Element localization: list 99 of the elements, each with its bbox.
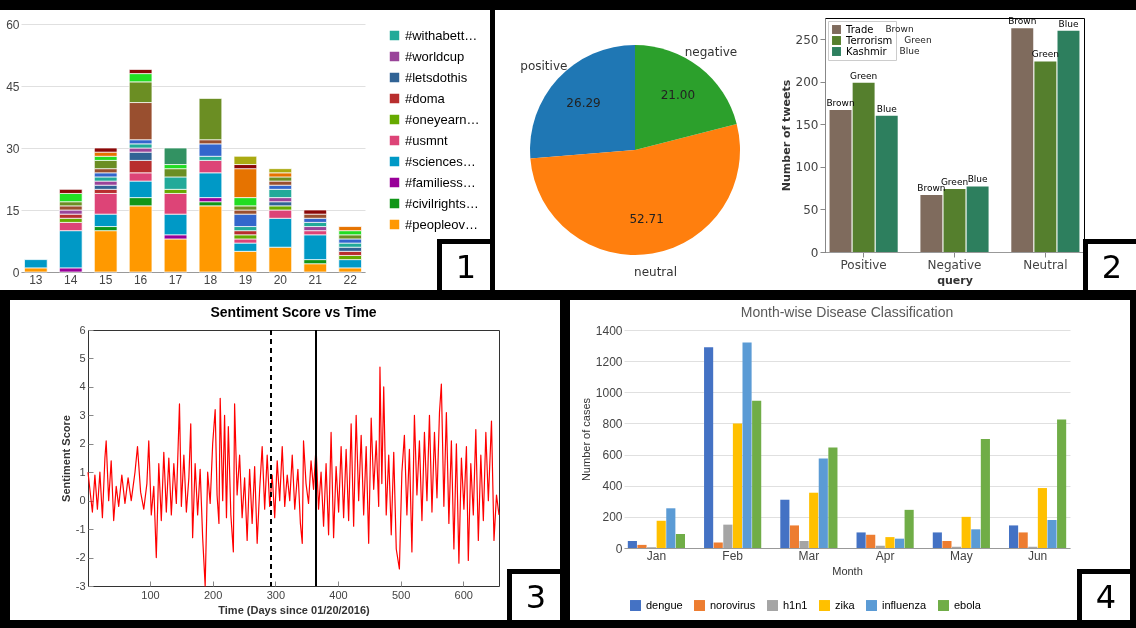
y-tick-label: 100 [795,160,819,175]
y-axis-title: Number of cases [579,397,592,482]
x-tick-label: 20 [273,272,288,287]
y-tick-label: 0 [810,245,819,260]
x-tick-label: Positive [840,257,887,272]
data-label: 21.00 [660,87,696,102]
legend-label: ebola [954,598,982,611]
y-tick-label: 5 [79,351,86,364]
legend-label: h1n1 [783,598,808,611]
x-tick-label: 21 [308,272,323,287]
y-tick-label: -3 [75,579,86,592]
chart-title: Sentiment Score vs Time [210,304,377,320]
y-tick-label: -1 [75,522,86,535]
y-tick-label: 0 [615,541,623,556]
y-tick-label: 45 [6,79,20,94]
legend-label: #sciences… [405,153,476,169]
data-label: Green [849,70,878,81]
x-tick-label: Negative [927,257,982,272]
legend-label: #civilrights… [405,195,479,211]
legend-label: #usmnt [405,132,449,148]
text: 2 [1083,239,1136,290]
y-tick-label: 200 [795,75,819,90]
x-tick-label: 100 [141,588,160,601]
legend-label: Kashmir [846,45,888,57]
y-tick-label: 0 [79,494,86,507]
x-tick-label: 19 [238,272,253,287]
y-tick-label: 30 [6,141,20,156]
text: 4 [1077,569,1130,620]
legend-label: #withabett… [405,27,478,43]
y-tick-label: 50 [803,202,819,217]
x-tick-label: Neutral [1023,257,1068,272]
legend-label: influenza [882,598,927,611]
y-tick-label: 800 [602,416,623,431]
y-tick-label: 400 [602,479,623,494]
data-label: Brown [1008,16,1037,27]
x-tick-label: 22 [343,272,358,287]
y-tick-label: 250 [795,32,819,47]
x-tick-label: 200 [204,588,223,601]
x-axis-title: query [937,273,973,287]
legend-label: #worldcup [405,48,465,64]
x-tick-label: 15 [99,272,113,287]
x-tick-label: Mar [798,548,820,563]
y-tick-label: -2 [75,551,86,564]
legend-label: Terrorism [845,34,893,46]
y-axis-title: Number of tweets [779,79,793,192]
x-tick-label: Jun [1027,548,1048,563]
y-tick-label: 1 [79,465,86,478]
x-tick-label: Jan [646,548,667,563]
x-tick-label: Feb [722,548,744,563]
y-axis-title: Sentiment Score [59,415,72,502]
x-tick-label: 500 [391,588,411,601]
legend-label: zika [835,598,856,611]
y-tick-label: 1400 [595,323,623,338]
y-tick-label: 200 [602,510,623,525]
annotation: Blue [899,44,920,58]
text: 3 [507,569,560,620]
legend-label: #familiess… [405,174,476,190]
slice-label: negative [684,45,738,60]
x-tick-label: 17 [168,272,183,287]
data-label: 52.71 [629,212,664,227]
y-tick-label: 2 [79,437,86,450]
x-tick-label: 18 [203,272,218,287]
annotation: Brown [885,22,914,36]
y-tick-label: 4 [79,380,86,393]
data-label: Blue [876,103,898,114]
data-label: Blue [1058,18,1079,29]
legend-label: Trade [845,23,874,35]
y-tick-label: 1200 [595,354,623,369]
y-tick-label: 1000 [595,385,623,400]
slice-label: positive [520,58,568,73]
legend-label: dengue [646,598,683,611]
x-tick-label: 13 [29,272,43,287]
slice-label: neutral [634,265,677,280]
x-axis-title: Month [832,564,863,577]
chart-title: Month-wise Disease Classification [740,304,954,320]
legend-label: #peopleov… [405,216,478,232]
x-tick-label: 16 [133,272,148,287]
legend-label: #oneyearn… [405,111,480,127]
x-axis-title: Time (Days since 01/20/2016) [218,603,371,616]
text: 1 [437,239,490,290]
y-tick-label: 60 [6,17,20,32]
x-tick-label: Apr [875,548,895,563]
legend-label: #letsdothis [405,69,468,85]
x-tick-label: 600 [454,588,473,601]
y-tick-label: 600 [602,448,623,463]
annotation: Green [904,33,932,47]
legend-label: #doma [405,90,446,106]
x-tick-label: May [950,548,973,563]
y-tick-label: 150 [795,117,819,132]
data-label: Blue [967,174,989,185]
x-tick-label: 400 [329,588,348,601]
legend-label: norovirus [710,598,756,611]
y-tick-label: 15 [6,203,20,218]
y-tick-label: 0 [12,265,20,280]
x-tick-label: 300 [266,588,286,601]
y-tick-label: 6 [79,323,86,336]
x-tick-label: 14 [64,272,78,287]
y-tick-label: 3 [79,408,86,421]
data-label: 26.29 [566,95,601,110]
